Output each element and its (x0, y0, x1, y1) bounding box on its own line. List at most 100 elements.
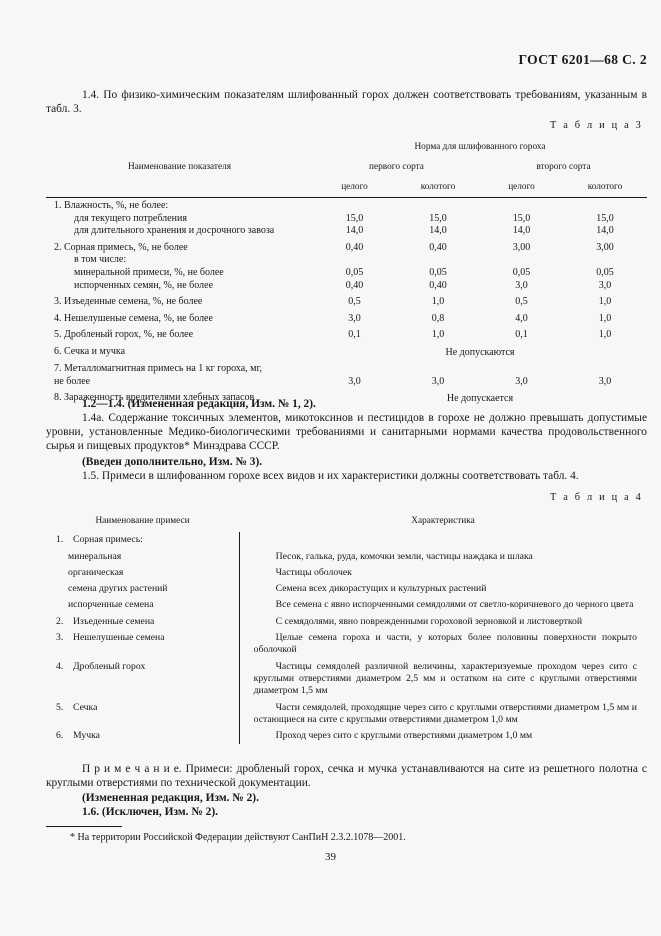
table3-cell: 1,0 (598, 329, 612, 341)
table3-cell: 3,0 (348, 375, 361, 387)
clause-1-5: 1.5. Примеси в шлифованном горохе всех в… (82, 470, 579, 482)
table4-row-characteristic: С семядолями, явно поврежденными горохов… (238, 613, 647, 631)
table-row: 5. Сечка Части семядолей, проходящие через… (46, 699, 647, 729)
table-row: семена других растений Семена всех дикора… (46, 581, 647, 598)
table3-cell: 15,0 14,0 (345, 212, 364, 237)
table3-row-label: 6. Сечка и мучка (54, 345, 126, 357)
table3-cell: 1,0 (431, 296, 445, 308)
clause-1-4: 1.4. По физико-химическим показателям шл… (46, 89, 647, 116)
table3-cell: 4,0 (515, 312, 528, 324)
table-row: 3. Нешелушеные семена Целые семена гороха … (46, 630, 647, 659)
table-row: 1. Сорная примесь: (46, 532, 647, 549)
clause-1-4a: 1.4а. Содержание токсичных элементов, ми… (46, 412, 647, 453)
table3-col-header-grade1: первого сорта (369, 162, 424, 172)
table-row: испорченные семена Все семена с явно испо… (46, 597, 647, 614)
table3-cell: 0,5 (348, 296, 361, 308)
table3-col-header-g1-split: колотого (420, 182, 456, 192)
table3-row-label: 2. Сорная примесь, %, не более в том числ… (54, 241, 224, 291)
table4-note: П р и м е ч а н и е. Примеси: дробленый … (46, 763, 647, 790)
table3-col-header-name: Наименование показателя (127, 162, 232, 172)
table4-row-name: 2. Изъеденные семена (56, 615, 155, 627)
table3-cell: 3,0 (431, 375, 445, 387)
footnote: * На территории Российской Федерации дей… (70, 832, 406, 843)
table3-cell: 15,0 14,0 (429, 212, 447, 237)
table4-row-name: 5. Сечка (56, 701, 98, 713)
table-row: 4. Нешелушеные семена, %, не более 3,0 0,8… (46, 311, 647, 328)
table-row: 8. Зараженность вредителями хлебных запа… (46, 390, 647, 407)
table-row: 2. Изъеденные семена С семядолями, явно по… (46, 613, 647, 631)
table3-cell: 0,5 (515, 296, 528, 308)
table-row: органическая Частицы оболочек (46, 564, 647, 582)
table4-col-header-name: Наименование примеси (95, 516, 190, 526)
table3-row-label: 3. Изъеденные семена, %, не более (54, 296, 203, 308)
table4-col-header-char: Характеристика (411, 516, 475, 526)
table3-row-label: 8. Зараженность вредителями хлебных запа… (54, 392, 255, 404)
table-row: 3. Изъеденные семена, %, не более 0,5 1,0 0… (46, 294, 647, 311)
table3-cell: 0,1 (348, 329, 361, 341)
table3-cell: 0,40 0,05 0,40 (345, 241, 364, 291)
table3-row-label: 1. Влажность, %, не более: для текущего п… (54, 200, 275, 237)
table4-row-name: 1. Сорная примесь: (56, 534, 143, 546)
table4-row-name: 3. Нешелушеные семена (56, 632, 165, 644)
table-row: 6. Сечка и мучка Не допускаются (46, 344, 647, 361)
table4-row-characteristic: Все семена с явно испорченными семядолям… (238, 597, 647, 614)
table3-cell: 3,0 (348, 312, 361, 324)
footnote-divider (46, 826, 122, 827)
table4-row-characteristic (238, 532, 647, 549)
table3-col-header-grade2: второго сорта (536, 162, 591, 172)
table4-row-characteristic: Целые семена гороха и части, у которых б… (238, 630, 647, 659)
table4-row-name: 4. Дробленый горох (56, 660, 146, 672)
table3-cell: 1,0 (598, 312, 612, 324)
table4-row-characteristic: Частицы семядолей различной величины, ха… (238, 658, 647, 700)
clause-1-6: 1.6. (Исключен, Изм. № 2). (46, 805, 647, 819)
table3-cell: 0,8 (431, 312, 445, 324)
table4-row-characteristic: Частицы оболочек (238, 564, 647, 582)
table3-cell: 0,40 0,05 0,40 (429, 241, 447, 291)
table4-row-name: 6. Мучка (56, 730, 100, 742)
table-4: Наименование примеси Характеристика 1. Со… (46, 510, 647, 745)
note-revised: (Измененная редакция, Изм. № 2). (46, 791, 647, 805)
table3-row-span-value: Не допускаются (445, 346, 515, 358)
table3-cell: 3,0 (598, 375, 612, 387)
table3-col-header-g2-whole: целого (508, 182, 535, 192)
table4-row-characteristic: Проход через сито с круглыми отверстиями… (238, 728, 647, 745)
table4-row-name: испорченные семена (68, 599, 154, 611)
table4-row-characteristic: Семена всех дикорастущих и культурных ра… (238, 581, 647, 598)
table3-col-header-g1-whole: целого (341, 182, 368, 192)
table3-cell: 1,0 (598, 296, 612, 308)
table4-row-name: семена других растений (68, 583, 168, 595)
note-revised-text: (Измененная редакция, Изм. № 2). (82, 792, 259, 804)
clause-1-2-1-4-text: 1.2—1.4. (Измененная редакция, Изм. № 1,… (82, 398, 316, 410)
table4-row-characteristic: Песок, галька, руда, комочки земли, част… (238, 548, 647, 565)
table3-cell: 0,1 (515, 329, 528, 341)
table3-row-label: 4. Нешелушеные семена, %, не более (54, 312, 213, 324)
clause-1-6-text: 1.6. (Исключен, Изм. № 2). (82, 806, 218, 818)
table3-row-label: 7. Металломагнитная примесь на 1 кг горо… (54, 362, 262, 387)
table3-cell: 15,0 14,0 (596, 212, 614, 237)
table3-col-header-group: Норма для шлифованного гороха (414, 142, 546, 152)
table3-row-span-value: Не допускается (446, 393, 514, 405)
table3-cell: 3,00 0,05 3,0 (596, 241, 614, 291)
table4-row-name: минеральная (68, 550, 122, 562)
table4-caption: Т а б л и ц а 4 (550, 492, 643, 503)
table-row: 6. Мучка Проход через сито с круглыми отве… (46, 728, 647, 745)
page-number: 39 (325, 851, 336, 863)
table3-cell: 3,00 0,05 3,0 (512, 241, 531, 291)
clause-introduced-text: (Введен дополнительно, Изм. № 3). (82, 456, 263, 468)
table3-row-label: 5. Дробленый горох, %, не более (54, 329, 194, 341)
table-3: Наименование показателя Норма для шлифов… (46, 137, 647, 407)
table3-cell: 1,0 (431, 329, 445, 341)
table-row: 7. Металломагнитная примесь на 1 кг горо… (46, 361, 647, 390)
table-row: 1. Влажность, %, не более: для текущего п… (46, 198, 647, 240)
table-row: минеральная Песок, галька, руда, комочки … (46, 548, 647, 565)
table-row: 4. Дробленый горох Частицы семядолей разли… (46, 658, 647, 700)
table4-row-characteristic: Части семядолей, проходящие через сито с… (238, 699, 647, 729)
document-header: ГОСТ 6201—68 С. 2 (518, 52, 647, 67)
table-row: 5. Дробленый горох, %, не более 0,1 1,0 0,1… (46, 327, 647, 344)
table3-cell: 15,0 14,0 (512, 212, 531, 237)
table3-cell: 3,0 (515, 375, 528, 387)
clause-1-2-1-4: 1.2—1.4. (Измененная редакция, Изм. № 1,… (46, 397, 647, 411)
table3-caption: Т а б л и ц а 3 (550, 120, 643, 131)
table3-col-header-g2-split: колотого (587, 182, 623, 192)
